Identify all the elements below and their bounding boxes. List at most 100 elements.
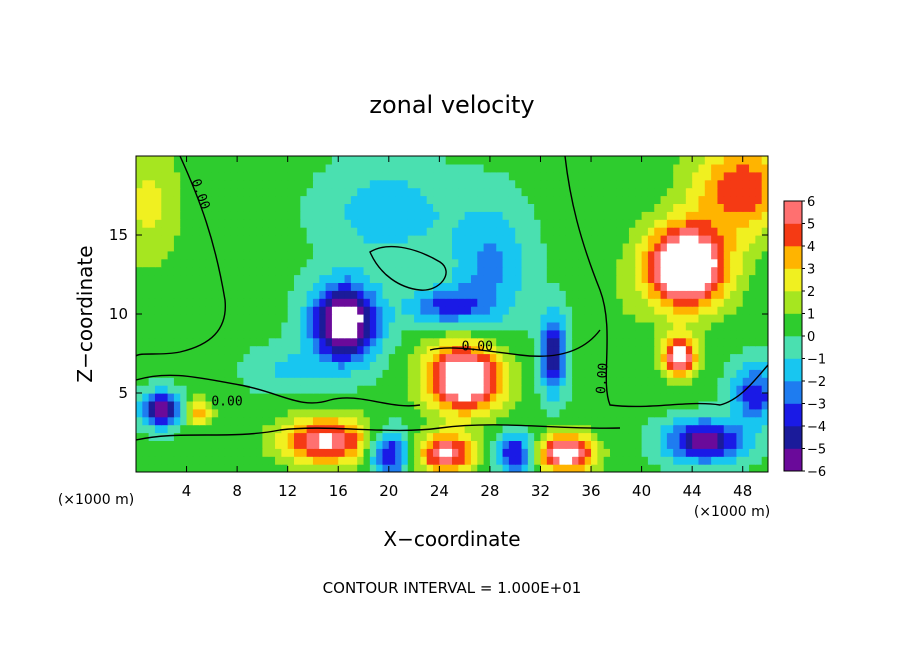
heatmap-cell — [300, 298, 308, 307]
heatmap-cell — [420, 321, 428, 331]
heatmap-cell — [578, 353, 586, 362]
heatmap-cell — [439, 448, 447, 457]
heatmap-cell — [407, 163, 415, 173]
heatmap-cell — [458, 187, 466, 197]
heatmap-cell — [338, 314, 346, 323]
heatmap-cell — [647, 456, 655, 465]
heatmap-cell — [445, 282, 453, 291]
heatmap-cell — [331, 242, 339, 252]
heatmap-cell — [275, 258, 282, 268]
heatmap-cell — [319, 353, 327, 362]
heatmap-cell — [369, 227, 377, 236]
heatmap-cell — [635, 353, 643, 362]
heatmap-cell — [452, 353, 459, 362]
heatmap-cell — [496, 195, 504, 204]
heatmap-cell — [433, 163, 440, 173]
heatmap-cell — [395, 235, 403, 244]
heatmap-cell — [237, 440, 245, 449]
heatmap-cell — [142, 258, 150, 268]
heatmap-cell — [521, 456, 529, 465]
heatmap-cell — [268, 290, 276, 299]
heatmap-cell — [243, 242, 251, 252]
heatmap-cell — [553, 314, 561, 323]
heatmap-cell — [742, 369, 750, 378]
heatmap-cell — [376, 195, 384, 204]
heatmap-cell — [211, 337, 219, 347]
heatmap-cell — [679, 242, 687, 252]
heatmap-cell — [458, 298, 466, 307]
heatmap-cell — [496, 258, 504, 268]
heatmap-cell — [167, 235, 175, 244]
heatmap-cell — [692, 163, 700, 173]
heatmap-cell — [237, 219, 245, 228]
heatmap-cell — [350, 266, 358, 276]
heatmap-cell — [306, 156, 314, 165]
heatmap-cell — [388, 156, 396, 165]
heatmap-cell — [584, 440, 592, 449]
heatmap-cell — [312, 290, 320, 299]
heatmap-cell — [230, 203, 238, 212]
heatmap-cell — [224, 393, 232, 402]
heatmap-cell — [287, 385, 295, 394]
heatmap-cell — [350, 258, 358, 268]
heatmap-cell — [603, 163, 611, 173]
heatmap-cell — [363, 337, 371, 347]
heatmap-cell — [458, 353, 466, 362]
heatmap-cell — [161, 258, 169, 268]
heatmap-cell — [578, 440, 586, 449]
heatmap-cell — [275, 321, 282, 331]
heatmap-cell — [256, 337, 263, 347]
heatmap-cell — [218, 408, 226, 418]
heatmap-cell — [395, 345, 403, 355]
heatmap-cell — [464, 424, 472, 434]
heatmap-cell — [306, 211, 314, 220]
heatmap-cell — [572, 369, 579, 378]
heatmap-cell — [407, 235, 415, 244]
heatmap-cell — [597, 219, 605, 228]
heatmap-cell — [553, 416, 561, 426]
heatmap-cell — [458, 227, 466, 236]
heatmap-cell — [452, 171, 459, 181]
heatmap-cell — [496, 345, 504, 355]
heatmap-cell — [268, 385, 276, 394]
heatmap-cell — [565, 432, 573, 441]
heatmap-cell — [192, 211, 200, 220]
heatmap-cell — [742, 258, 750, 268]
heatmap-cell — [445, 385, 453, 394]
heatmap-cell — [395, 393, 403, 402]
heatmap-cell — [635, 361, 643, 370]
heatmap-cell — [192, 456, 200, 465]
x-tick-label: 44 — [683, 482, 702, 500]
heatmap-cell — [654, 329, 662, 339]
heatmap-cell — [755, 456, 763, 465]
heatmap-cell — [275, 298, 282, 307]
heatmap-cell — [154, 448, 162, 457]
heatmap-cell — [420, 393, 428, 402]
heatmap-cell — [616, 258, 624, 268]
heatmap-cell — [154, 306, 162, 315]
heatmap-cell — [553, 235, 561, 244]
heatmap-cell — [704, 235, 712, 244]
heatmap-cell — [433, 408, 440, 418]
heatmap-cell — [483, 393, 491, 402]
heatmap-cell — [521, 337, 529, 347]
heatmap-cell — [136, 203, 143, 212]
heatmap-cell — [167, 369, 175, 378]
heatmap-cell — [382, 179, 390, 189]
heatmap-cell — [445, 274, 453, 283]
heatmap-cell — [755, 163, 763, 173]
heatmap-cell — [344, 369, 352, 378]
heatmap-cell — [610, 298, 617, 307]
heatmap-cell — [540, 242, 548, 252]
heatmap-cell — [331, 227, 339, 236]
heatmap-cell — [369, 266, 377, 276]
heatmap-cell — [464, 329, 472, 339]
heatmap-cell — [477, 369, 485, 378]
heatmap-cell — [742, 211, 750, 220]
heatmap-cell — [154, 282, 162, 291]
heatmap-cell — [591, 440, 598, 449]
heatmap-cell — [445, 179, 453, 189]
heatmap-cell — [470, 369, 478, 378]
heatmap-cell — [439, 314, 447, 323]
heatmap-cell — [635, 329, 643, 339]
